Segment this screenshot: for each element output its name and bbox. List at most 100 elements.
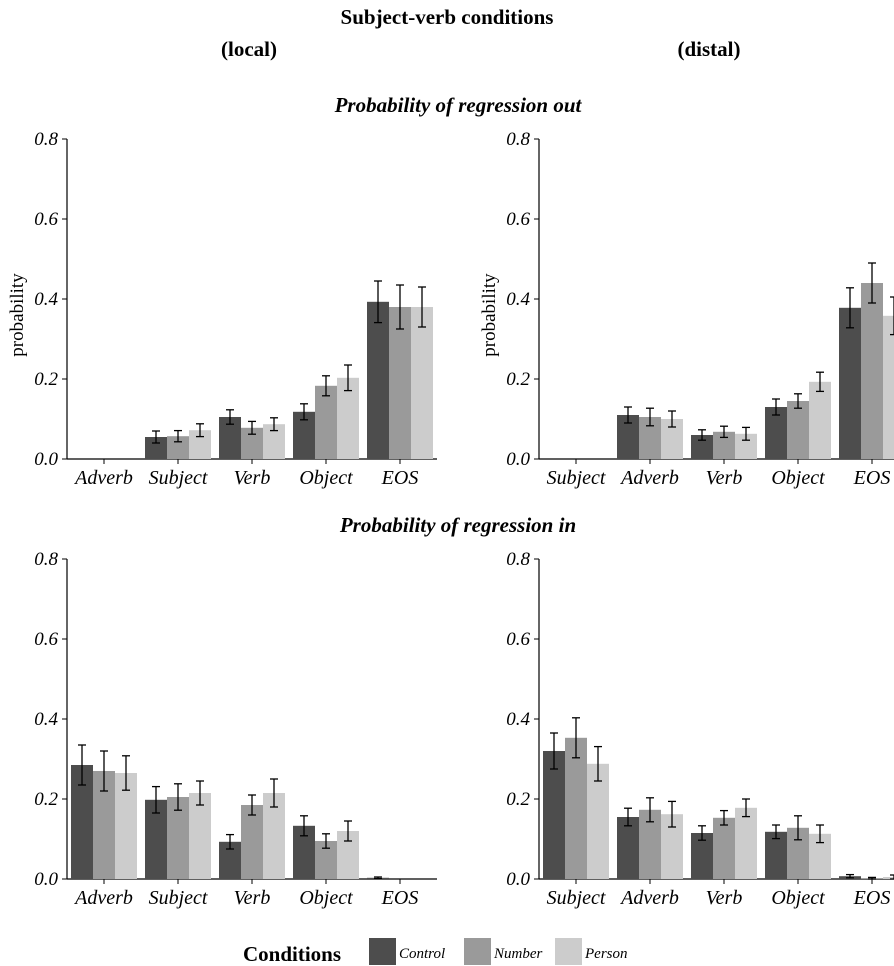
legend: Conditions Control Number Person <box>243 938 628 966</box>
x-tick-label: Object <box>771 467 825 489</box>
x-tick-label: EOS <box>853 467 891 489</box>
x-tick-label: Object <box>299 467 353 489</box>
x-tick-label: Verb <box>706 887 743 909</box>
bar-number <box>167 436 189 459</box>
y-tick-label: 0.6 <box>34 629 58 650</box>
legend-swatch-control <box>369 938 396 965</box>
bar-person <box>735 433 757 459</box>
legend-title: Conditions <box>243 942 341 966</box>
legend-swatch-person <box>555 938 582 965</box>
y-tick-label: 0.6 <box>506 629 530 650</box>
x-tick-label: Verb <box>234 887 271 909</box>
bar-person <box>115 773 137 879</box>
y-axis-label: probability <box>7 273 28 357</box>
x-tick-label: Adverb <box>619 467 679 489</box>
x-tick-label: Adverb <box>73 887 133 909</box>
bar-control <box>543 751 565 879</box>
bar-control <box>145 437 167 459</box>
bar-person <box>661 814 683 879</box>
bar-person <box>263 793 285 879</box>
y-tick-label: 0.0 <box>506 449 530 470</box>
x-tick-label: EOS <box>381 887 419 909</box>
bar-control <box>617 817 639 879</box>
bar-control <box>219 841 241 879</box>
bar-number <box>93 771 115 879</box>
bar-control <box>219 417 241 459</box>
bar-number <box>241 805 263 879</box>
x-tick-label: Subject <box>149 467 208 489</box>
legend-label: Person <box>584 946 628 962</box>
bar-person <box>883 877 894 879</box>
bar-number <box>389 307 411 459</box>
y-tick-label: 0.0 <box>34 449 58 470</box>
bar-number <box>861 283 883 459</box>
bar-person <box>337 831 359 879</box>
bar-control <box>765 831 787 879</box>
x-tick-label: Subject <box>149 887 208 909</box>
y-tick-label: 0.2 <box>506 789 530 810</box>
bar-person <box>337 377 359 459</box>
bar-person <box>189 430 211 459</box>
bar-control <box>839 307 861 459</box>
row-title: Probability of regression out <box>334 93 583 117</box>
y-tick-label: 0.8 <box>506 549 530 570</box>
bar-person <box>263 424 285 459</box>
x-tick-label: EOS <box>853 887 891 909</box>
bar-control <box>293 825 315 879</box>
chart-panel: 0.0 0.2 0.4 0.6 0.8 probability Adverb Subject V… <box>7 129 437 489</box>
bar-control <box>293 411 315 459</box>
x-tick-label: Adverb <box>73 467 133 489</box>
bar-number <box>315 841 337 879</box>
chart-panel: 0.0 0.2 0.4 0.6 0.8 Adverb Subject Verb Object EO… <box>34 549 437 909</box>
y-tick-label: 0.6 <box>34 209 58 230</box>
y-tick-label: 0.8 <box>506 129 530 150</box>
bar-person <box>189 793 211 879</box>
chart-panel: 0.0 0.2 0.4 0.6 0.8 Subject Adverb Verb Object EO… <box>506 549 894 909</box>
bar-control <box>71 765 93 879</box>
y-tick-label: 0.2 <box>34 369 58 390</box>
bar-number <box>787 401 809 459</box>
bar-number <box>315 385 337 459</box>
bar-person <box>587 763 609 879</box>
bar-control <box>691 833 713 879</box>
bar-control <box>145 799 167 879</box>
legend-label: Number <box>493 946 542 962</box>
y-tick-label: 0.4 <box>506 709 530 730</box>
bar-number <box>241 427 263 459</box>
bar-number <box>565 737 587 879</box>
bar-control <box>691 435 713 459</box>
y-tick-label: 0.4 <box>34 289 58 310</box>
x-tick-label: Object <box>771 887 825 909</box>
bar-control <box>367 301 389 459</box>
bar-person <box>809 381 831 459</box>
bar-person <box>661 419 683 459</box>
bar-number <box>713 431 735 459</box>
chart-panel: 0.0 0.2 0.4 0.6 0.8 probability Subject Adverb V… <box>479 129 894 489</box>
bar-person <box>735 807 757 879</box>
bar-number <box>639 809 661 879</box>
y-tick-label: 0.8 <box>34 129 58 150</box>
y-tick-label: 0.6 <box>506 209 530 230</box>
legend-label: Control <box>399 946 445 962</box>
column-title: (local) <box>221 37 277 61</box>
x-tick-label: Subject <box>547 467 606 489</box>
column-title: (distal) <box>678 37 741 61</box>
chart-title: Subject-verb conditions <box>341 5 554 29</box>
bar-control <box>617 415 639 459</box>
bar-number <box>713 817 735 879</box>
y-tick-label: 0.4 <box>506 289 530 310</box>
bar-number <box>639 417 661 459</box>
bar-person <box>411 307 433 459</box>
y-tick-label: 0.0 <box>506 869 530 890</box>
figure-panels: 0.0 0.2 0.4 0.6 0.8 probability Adverb Subject V… <box>7 129 894 909</box>
bar-person <box>809 833 831 879</box>
x-tick-label: Verb <box>706 467 743 489</box>
legend-swatch-number <box>464 938 491 965</box>
y-axis-label: probability <box>479 273 500 357</box>
x-tick-label: Object <box>299 887 353 909</box>
bar-person <box>883 315 894 459</box>
y-tick-label: 0.2 <box>506 369 530 390</box>
figure-titles: Subject-verb conditions (local) (distal) Pr… <box>221 5 740 537</box>
y-tick-label: 0.0 <box>34 869 58 890</box>
